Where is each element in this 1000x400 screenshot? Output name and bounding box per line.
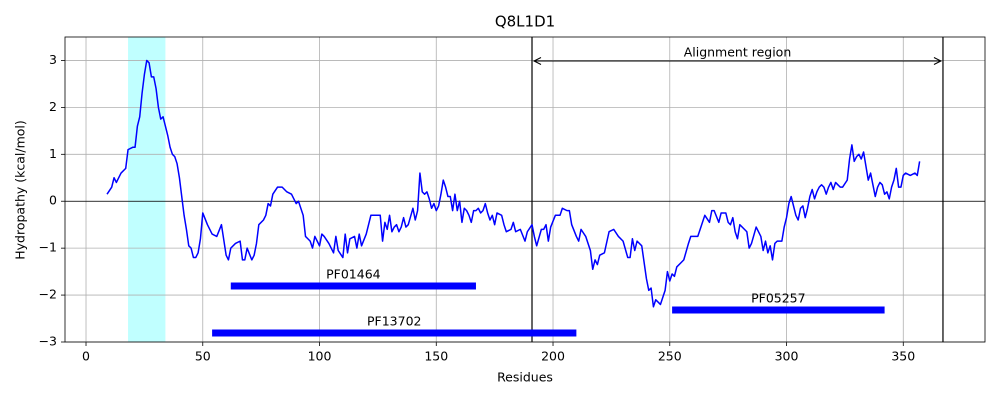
domain-bar — [230, 282, 476, 290]
domain-label: PF13702 — [367, 314, 422, 329]
y-axis-label: Hydropathy (kcal/mol) — [13, 120, 28, 260]
x-tick-label: 0 — [82, 349, 90, 364]
x-tick-label: 100 — [308, 349, 332, 364]
x-tick-label: 250 — [658, 349, 682, 364]
y-tick-label: 3 — [49, 52, 57, 67]
alignment-label: Alignment region — [684, 45, 792, 60]
arrow-head — [933, 57, 943, 65]
x-tick-label: 50 — [195, 349, 211, 364]
chart-title: Q8L1D1 — [495, 13, 555, 31]
arrow-head — [532, 57, 542, 65]
y-tick-label: −1 — [39, 240, 57, 255]
y-tick-label: 1 — [49, 146, 57, 161]
x-tick-label: 350 — [891, 349, 915, 364]
y-tick-label: −2 — [39, 287, 57, 302]
y-tick-label: 2 — [49, 99, 57, 114]
highlight-region — [128, 37, 166, 342]
plot-frame — [64, 36, 986, 343]
hydropathy-line — [106, 59, 921, 308]
domain-bar — [212, 329, 577, 337]
x-tick-label: 300 — [775, 349, 799, 364]
y-tick-label: 0 — [49, 193, 57, 208]
domain-label: PF01464 — [326, 267, 381, 282]
x-axis-label: Residues — [497, 370, 553, 385]
x-tick-label: 150 — [424, 349, 448, 364]
y-tick-label: −3 — [39, 334, 57, 349]
domain-bar — [672, 306, 885, 314]
domain-label: PF05257 — [751, 291, 806, 306]
x-tick-label: 200 — [541, 349, 565, 364]
